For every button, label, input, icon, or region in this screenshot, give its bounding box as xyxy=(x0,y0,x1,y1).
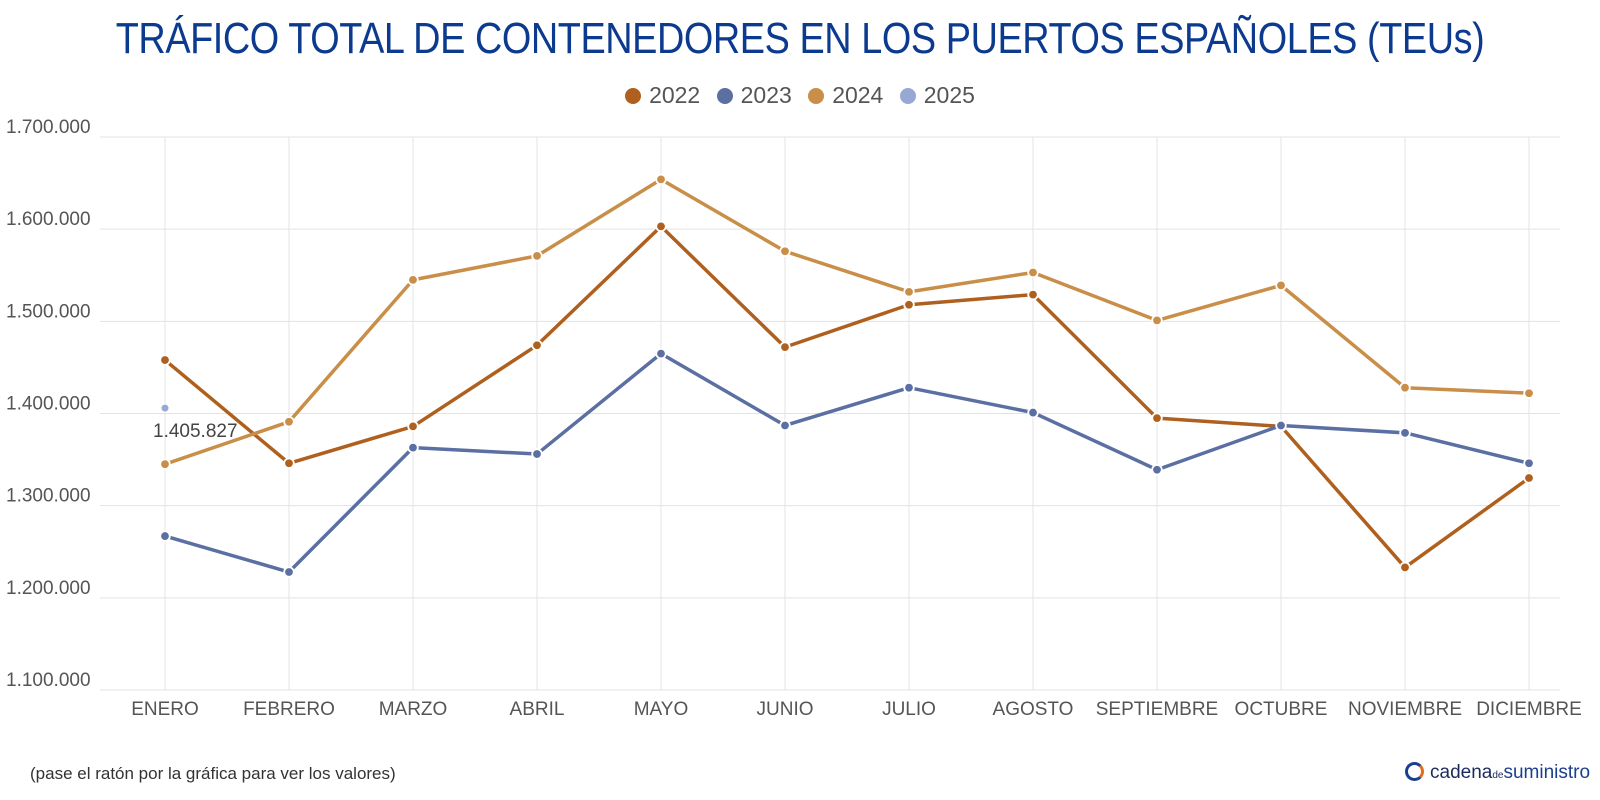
series-2025-point xyxy=(160,403,170,413)
x-tick-label: JUNIO xyxy=(757,699,814,720)
series-2024-point xyxy=(903,286,915,298)
series-2023-point xyxy=(779,419,791,432)
x-tick-label: AGOSTO xyxy=(993,699,1074,720)
legend-item-2025[interactable]: 2025 xyxy=(899,82,975,109)
series-2023-point xyxy=(1399,427,1411,439)
series-2022-line xyxy=(163,224,1531,570)
legend-item-2022[interactable]: 2022 xyxy=(625,82,700,109)
chart-title: TRÁFICO TOTAL DE CONTENEDORES EN LOS PUE… xyxy=(115,14,1485,63)
legend-marker xyxy=(625,88,642,104)
legend-label: 2024 xyxy=(832,82,884,108)
series-2022-point xyxy=(159,354,171,366)
series-2022-point xyxy=(1027,288,1039,301)
legend-marker xyxy=(899,88,916,104)
series-2023-point xyxy=(283,566,295,578)
series-2023-point xyxy=(407,441,419,454)
series-2024-point xyxy=(1275,279,1287,292)
series-2024-point xyxy=(779,245,791,257)
brand-logo: cadenadesuministro xyxy=(1405,762,1590,784)
y-tick-label: 1.400.000 xyxy=(6,394,91,415)
series-2023-point xyxy=(1275,419,1287,432)
data-label: 1.405.827 xyxy=(153,421,238,442)
series-2023-point xyxy=(1027,406,1039,419)
footnote: (pase el ratón por la gráfica para ver l… xyxy=(30,764,396,783)
legend-item-2024[interactable]: 2024 xyxy=(808,82,883,109)
x-tick-label: NOVIEMBRE xyxy=(1348,699,1462,720)
series-2024-point xyxy=(1399,381,1411,394)
x-tick-label: OCTUBRE xyxy=(1235,699,1328,720)
y-tick-label: 1.700.000 xyxy=(6,117,91,138)
series-2024-point xyxy=(531,250,543,262)
y-tick-label: 1.100.000 xyxy=(6,670,91,691)
legend-marker xyxy=(716,88,733,104)
legend-item-2023[interactable]: 2023 xyxy=(716,82,792,109)
series-2022-point xyxy=(407,420,419,433)
series-2024-point xyxy=(1027,266,1039,279)
legend-marker xyxy=(808,88,825,104)
logo-text-de: de xyxy=(1492,770,1504,781)
series-2024-point xyxy=(283,416,295,428)
series-2024-point xyxy=(159,458,171,470)
series-2024-point xyxy=(1151,314,1163,327)
series-2023-point xyxy=(1523,457,1535,469)
x-tick-label: MAYO xyxy=(634,699,689,720)
series-2022-point xyxy=(903,299,915,311)
series-2022-point xyxy=(283,457,295,469)
series-2023-point xyxy=(159,530,171,542)
logo-icon xyxy=(1405,762,1424,781)
series-2022-point xyxy=(779,341,791,353)
series-2023-point xyxy=(531,448,543,460)
series-2022-point xyxy=(1399,561,1411,574)
series-2022-point xyxy=(655,220,667,233)
x-tick-label: ENERO xyxy=(131,699,199,720)
series-2023-point xyxy=(1151,464,1163,476)
legend-label: 2023 xyxy=(740,82,792,108)
x-tick-label: DICIEMBRE xyxy=(1476,699,1582,720)
logo-text-cadena: cadena xyxy=(1430,762,1493,783)
series-2024-point xyxy=(655,173,667,186)
y-tick-label: 1.300.000 xyxy=(6,486,91,507)
series-2023-line xyxy=(164,351,1530,574)
series-2024-line xyxy=(164,177,1530,466)
series-2022-point xyxy=(1151,412,1163,424)
series-2023-point xyxy=(903,381,915,394)
x-tick-label: SEPTIEMBRE xyxy=(1096,699,1218,720)
series-2023-point xyxy=(655,347,667,360)
series-2022-point xyxy=(531,339,543,351)
y-tick-label: 1.600.000 xyxy=(6,209,91,230)
series-2022-point xyxy=(1523,472,1535,484)
legend: 2022 2023 2024 2025 xyxy=(0,82,1600,109)
legend-label: 2025 xyxy=(923,82,975,108)
logo-text-suministro: suministro xyxy=(1503,762,1591,783)
y-tick-label: 1.200.000 xyxy=(6,578,91,599)
x-tick-label: MARZO xyxy=(379,699,448,720)
y-tick-label: 1.500.000 xyxy=(6,301,91,322)
legend-label: 2022 xyxy=(649,82,701,108)
x-tick-label: FEBRERO xyxy=(243,699,335,720)
series-2024-point xyxy=(1523,387,1535,399)
x-tick-label: JULIO xyxy=(882,699,936,720)
x-tick-label: ABRIL xyxy=(510,699,565,720)
series-2024-point xyxy=(407,274,419,286)
